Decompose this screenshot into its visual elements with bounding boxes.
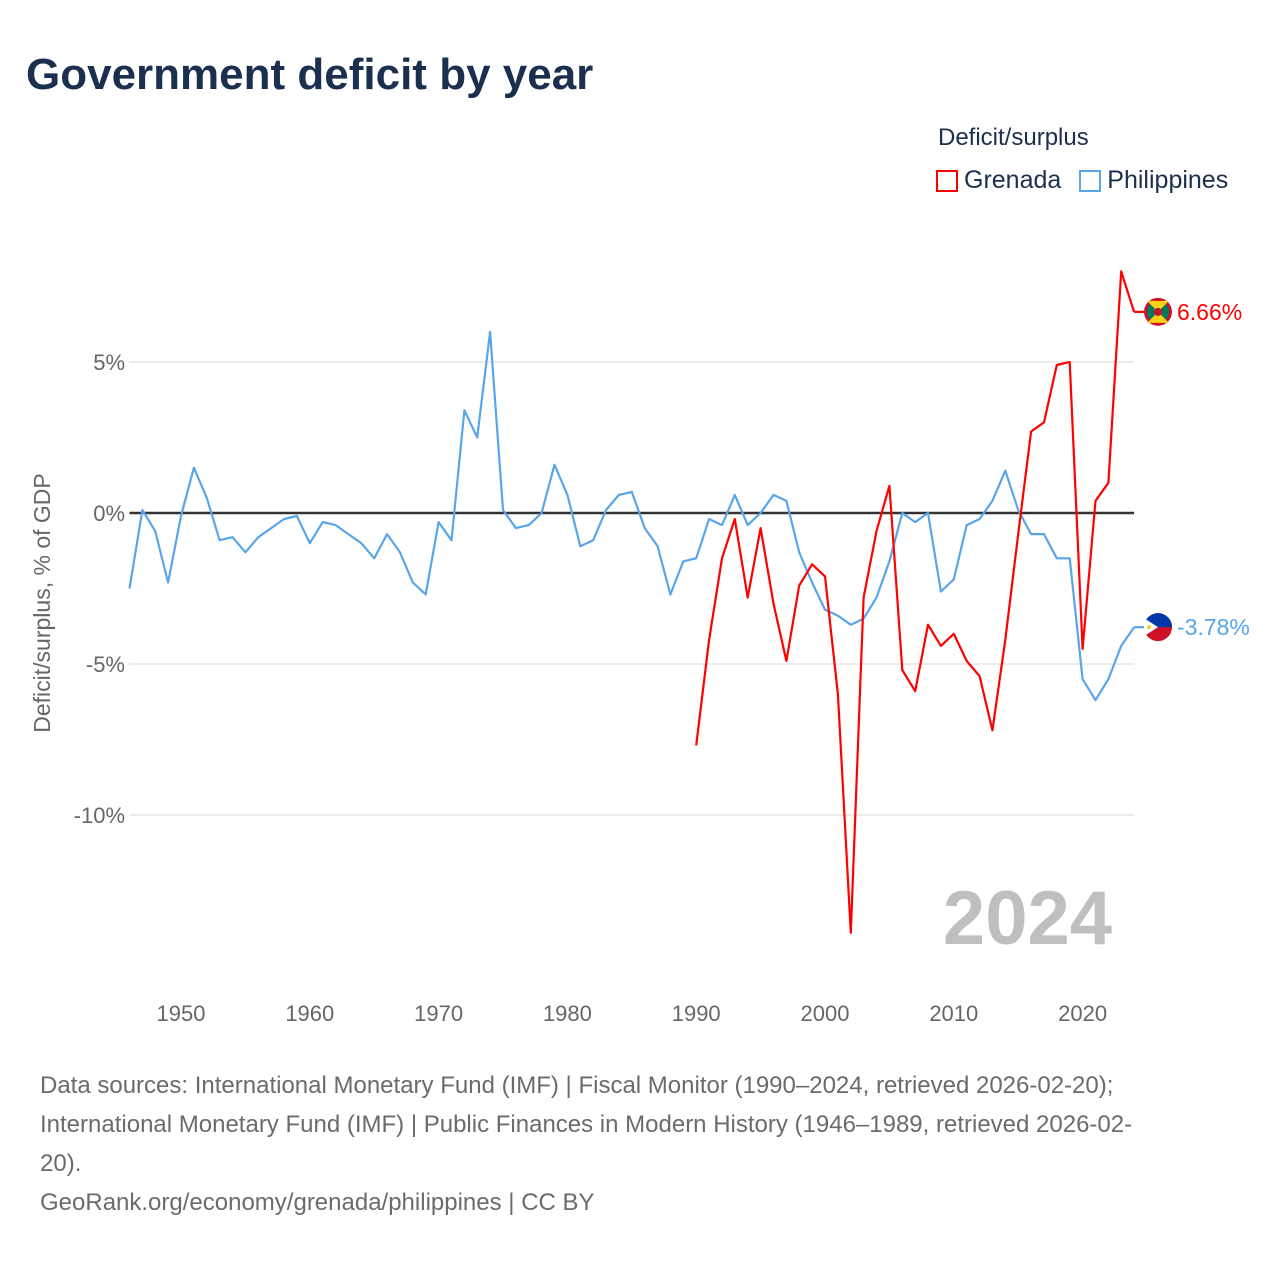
source-link[interactable]: GeoRank.org/economy/grenada/philippines … xyxy=(40,1189,595,1216)
legend-item-grenada[interactable]: Grenada xyxy=(936,166,1061,195)
chart-title: Government deficit by year xyxy=(26,50,594,99)
flag-triangle xyxy=(1147,311,1169,323)
x-tick-label: 1960 xyxy=(285,1001,334,1026)
y-tick-label: -10% xyxy=(74,803,125,828)
series-line-philippines xyxy=(128,330,1136,702)
x-tick-label: 1980 xyxy=(543,1001,592,1026)
chart-area: 5% 0% -5% -10% 1950 1960 1970 1980 1990 2000 2010 2… xyxy=(29,270,1250,1026)
legend-label: Philippines xyxy=(1107,166,1229,194)
year-watermark: 2024 xyxy=(943,876,1112,961)
y-tick-label: 0% xyxy=(93,501,125,526)
source-line: 20). xyxy=(40,1150,82,1177)
legend-swatch xyxy=(1079,169,1102,192)
x-tick-label: 1970 xyxy=(414,1001,463,1026)
flag-triangle xyxy=(1147,300,1169,312)
x-tick-label: 2020 xyxy=(1058,1001,1107,1026)
series-line-grenada xyxy=(695,270,1136,934)
legend-title: Deficit/surplus xyxy=(938,124,1089,151)
legend-swatch xyxy=(936,169,958,192)
flag-sun xyxy=(1147,625,1151,630)
legend: Grenada Philippines xyxy=(936,166,1228,195)
footer: Data sources: International Monetary Fun… xyxy=(40,1066,1240,1222)
y-axis-label: Deficit/surplus, % of GDP xyxy=(29,473,55,732)
flag-center xyxy=(1154,307,1162,316)
flag-grenada-icon xyxy=(1144,297,1172,326)
x-tick-label: 2010 xyxy=(929,1001,978,1026)
y-tick-label: -5% xyxy=(86,652,125,677)
x-tick-label: 2000 xyxy=(801,1001,850,1026)
end-value-label: 6.66% xyxy=(1177,299,1242,325)
x-tick-label: 1950 xyxy=(157,1001,206,1026)
flag-philippines-icon xyxy=(1144,613,1172,642)
y-tick-label: 5% xyxy=(93,350,125,375)
end-value-label: -3.78% xyxy=(1177,614,1250,640)
source-line: International Monetary Fund (IMF) | Publ… xyxy=(40,1111,1133,1138)
legend-item-philippines[interactable]: Philippines xyxy=(1079,166,1228,195)
legend-label: Grenada xyxy=(964,166,1062,194)
source-line: Data sources: International Monetary Fun… xyxy=(40,1072,1114,1099)
x-tick-label: 1990 xyxy=(672,1001,721,1026)
